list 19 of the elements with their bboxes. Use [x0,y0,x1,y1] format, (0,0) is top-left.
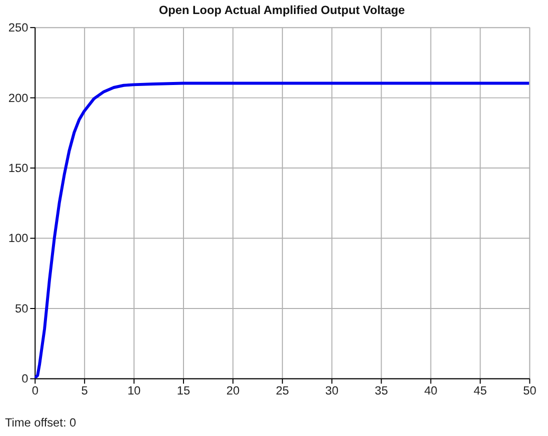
y-tick-label: 150 [8,161,29,176]
x-tick-label: 10 [127,384,142,398]
text: Time offset: 0 [4,416,77,430]
x-tick-label: 40 [424,384,438,398]
y-tick-label: 200 [8,90,29,105]
x-tick-label: 20 [226,384,240,398]
x-tick-label: 25 [276,384,290,398]
x-tick-label: 30 [325,384,339,398]
x-tick-label: 15 [176,384,190,398]
chart-title: Open Loop Actual Amplified Output Voltage [158,3,406,18]
x-tick-label: 5 [81,384,88,398]
x-tick-label: 35 [374,384,388,398]
y-tick-label: 0 [22,372,29,386]
x-tick-label: 45 [474,384,488,398]
y-tick-label: 100 [8,231,29,246]
y-tick-label: 50 [14,301,29,316]
x-tick-label: 50 [523,384,537,398]
y-tick-label: 250 [8,20,29,35]
x-tick-label: 0 [32,384,39,398]
